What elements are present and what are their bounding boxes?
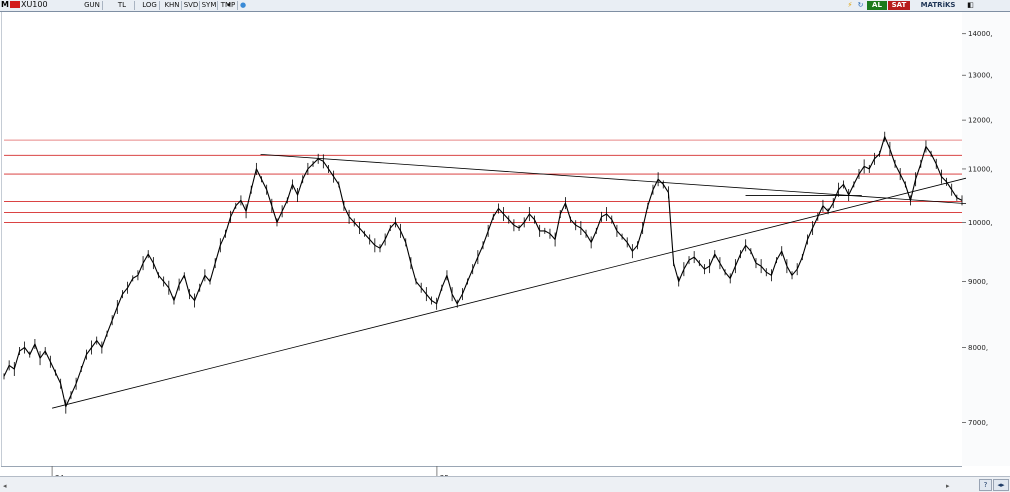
toolbar-button-khn[interactable]: KHN bbox=[163, 1, 182, 10]
lightning-icon[interactable]: ⚡ bbox=[847, 1, 853, 9]
buy-button[interactable]: AL bbox=[867, 1, 887, 10]
status-bar: ◂ ▸ ? ◂▸ bbox=[0, 476, 1010, 492]
dropdown-arrow-icon[interactable]: ▾ bbox=[227, 1, 231, 9]
y-tick-label-0: 14000, bbox=[968, 30, 993, 38]
trendline-1 bbox=[260, 153, 967, 205]
y-tick-label-3: 11000, bbox=[968, 165, 993, 173]
help-icon[interactable]: ? bbox=[979, 479, 992, 491]
toolbar-button-sym[interactable]: SYM bbox=[201, 1, 218, 10]
price-series-line bbox=[3, 136, 963, 408]
price-chart[interactable]: 14000, 13000, 12000, 11000, 10000, 9000, 8000,… bbox=[0, 0, 1010, 478]
y-tick-label-7: 7000, bbox=[968, 419, 988, 427]
y-tick-label-2: 12000, bbox=[968, 117, 993, 125]
sell-button[interactable]: SAT bbox=[888, 1, 910, 10]
navigate-arrows-icon[interactable]: ◂▸ bbox=[993, 479, 1009, 491]
toolbar-button-tmp[interactable]: TMP bbox=[219, 1, 238, 10]
scroll-left-icon[interactable]: ◂ bbox=[3, 482, 7, 490]
price-axis bbox=[962, 12, 1010, 466]
y-tick-label-5: 9000, bbox=[968, 278, 988, 286]
refresh-icon[interactable]: ↻ bbox=[857, 1, 864, 9]
y-tick-label-6: 8000, bbox=[968, 344, 988, 352]
symbol-label[interactable]: M XU100 bbox=[1, 0, 48, 10]
twitter-icon[interactable]: ● bbox=[239, 1, 247, 9]
matriks-logo: MATRiKS bbox=[920, 1, 956, 9]
turkey-flag-icon bbox=[9, 1, 20, 8]
symbol-prefix: M bbox=[1, 0, 9, 9]
scroll-right-icon[interactable]: ▸ bbox=[946, 482, 950, 490]
toolbar-button-svd[interactable]: SVD bbox=[183, 1, 200, 10]
toolbar-button-log[interactable]: LOG bbox=[140, 1, 160, 10]
y-tick-label-1: 13000, bbox=[968, 72, 993, 80]
toolbar-button-tl[interactable]: TL bbox=[110, 1, 135, 10]
y-tick-label-4: 10000, bbox=[968, 219, 993, 227]
settings-icon[interactable]: ◧ bbox=[967, 1, 974, 9]
symbol-name: XU100 bbox=[20, 0, 48, 9]
time-axis bbox=[1, 466, 962, 477]
toolbar-button-gun[interactable]: GUN bbox=[82, 1, 103, 10]
chart-toolbar: M XU100 GUN TL LOG KHN SVD SYM TMP ▾ ● ⚡ ↻ AL S… bbox=[0, 0, 1010, 12]
trendline-0 bbox=[52, 177, 967, 409]
